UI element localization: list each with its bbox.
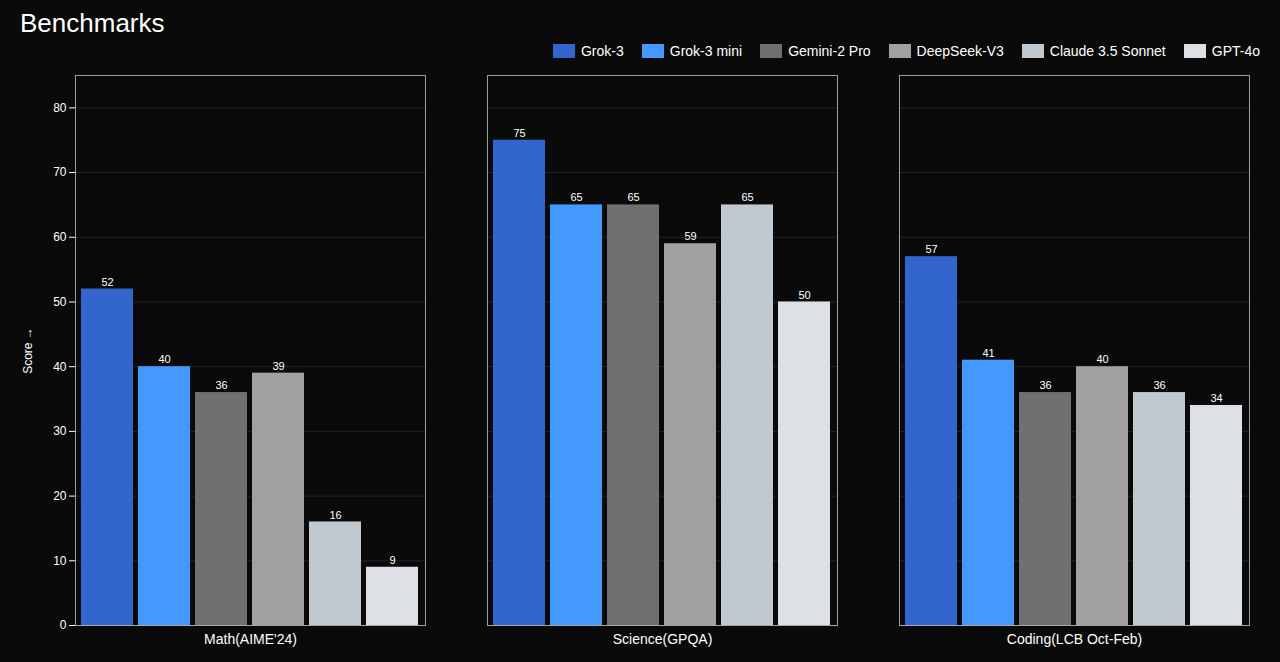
svg-text:40: 40	[53, 360, 67, 374]
svg-text:40: 40	[1096, 353, 1108, 365]
svg-text:Coding(LCB Oct-Feb): Coding(LCB Oct-Feb)	[1007, 631, 1142, 647]
svg-text:Science(GPQA): Science(GPQA)	[613, 631, 713, 647]
svg-text:40: 40	[158, 353, 170, 365]
svg-text:65: 65	[627, 191, 639, 203]
svg-text:65: 65	[741, 191, 753, 203]
svg-text:Math(AIME'24): Math(AIME'24)	[204, 631, 297, 647]
svg-text:52: 52	[101, 276, 113, 288]
svg-text:34: 34	[1210, 392, 1222, 404]
svg-text:36: 36	[215, 379, 227, 391]
svg-text:36: 36	[1153, 379, 1165, 391]
svg-text:65: 65	[570, 191, 582, 203]
svg-text:80: 80	[53, 101, 67, 115]
svg-text:Score →: Score →	[21, 327, 35, 374]
svg-text:50: 50	[53, 295, 67, 309]
html-text:Gemini-2 Pro: Gemini-2 Pro	[788, 43, 871, 59]
svg-text:41: 41	[982, 347, 994, 359]
svg-text:59: 59	[684, 230, 696, 242]
svg-text:20: 20	[53, 489, 67, 503]
svg-text:10: 10	[53, 554, 67, 568]
html-text:DeepSeek-V3: DeepSeek-V3	[916, 43, 1004, 59]
svg-text:60: 60	[53, 230, 67, 244]
svg-text:16: 16	[329, 508, 341, 520]
svg-text:50: 50	[798, 288, 810, 300]
html-text:Grok-3: Grok-3	[581, 43, 624, 59]
svg-text:30: 30	[53, 424, 67, 438]
svg-text:70: 70	[53, 165, 67, 179]
svg-text:39: 39	[272, 360, 284, 372]
svg-text:36: 36	[1039, 379, 1051, 391]
html-text:Benchmarks: Benchmarks	[20, 8, 165, 38]
svg-text:57: 57	[925, 243, 937, 255]
html-text:Grok-3 mini: Grok-3 mini	[669, 43, 743, 59]
html-text:Claude 3.5 Sonnet: Claude 3.5 Sonnet	[1049, 43, 1166, 59]
html-text:GPT-4o: GPT-4o	[1211, 43, 1260, 59]
svg-text:9: 9	[389, 554, 395, 566]
svg-text:0: 0	[60, 618, 67, 632]
svg-text:75: 75	[513, 127, 525, 139]
